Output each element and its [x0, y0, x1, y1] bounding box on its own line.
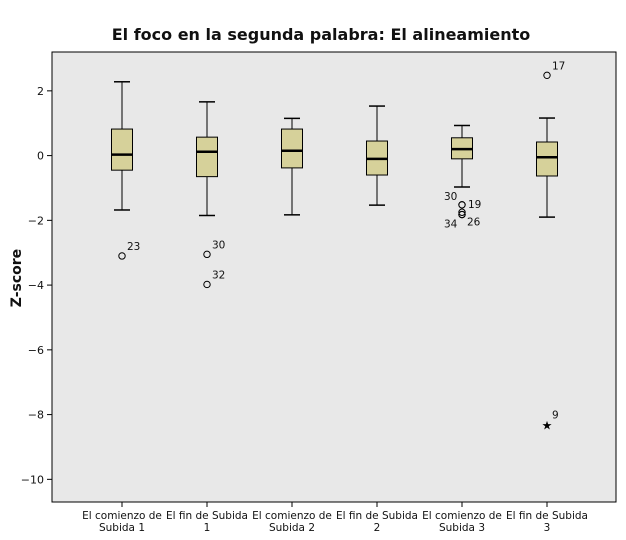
boxes-layer — [111, 81, 558, 218]
box-iqr — [196, 136, 218, 178]
box-group — [281, 117, 303, 216]
outlier-marker — [203, 280, 211, 289]
x-category-label-line: El comienzo de — [82, 510, 162, 522]
y-tick-label: −2 — [28, 214, 44, 227]
x-category-label: El fin de Subida 2 — [336, 510, 418, 534]
outlier-marker — [203, 250, 211, 259]
box-iqr — [281, 128, 303, 169]
x-category-label-line: El fin de Subida — [166, 510, 248, 522]
box-group — [111, 81, 133, 211]
outlier-marker — [458, 201, 466, 209]
outlier-label: 17 — [552, 60, 565, 72]
x-category-label-line: Subida 2 — [269, 522, 315, 534]
box-iqr — [536, 141, 558, 177]
box-group — [451, 124, 473, 188]
y-tick-label: 2 — [37, 85, 44, 98]
x-category-label-line: 1 — [204, 522, 211, 534]
x-category-label: El fin de Subida 1 — [166, 510, 248, 534]
outlier-label: 19 — [468, 199, 481, 211]
plot-area — [51, 51, 617, 503]
outliers-layer: 23 30 32 19 30 26 34 17 ★9 — [118, 60, 565, 432]
outlier-label: 26 — [467, 217, 481, 229]
outlier-marker — [543, 71, 551, 80]
y-axis-label: Z-score — [9, 249, 25, 307]
y-tick-label: 0 — [37, 150, 44, 163]
x-category-label: El comienzo de Subida 1 — [82, 510, 162, 534]
x-category-label-line: El fin de Subida — [336, 510, 418, 522]
outlier-label: 23 — [127, 241, 140, 253]
x-category-label-line: El comienzo de — [252, 510, 332, 522]
x-category-label-line: 3 — [544, 522, 551, 534]
x-category-label-line: Subida 1 — [99, 522, 145, 534]
box-group — [196, 101, 218, 217]
extreme-outlier-marker: ★ — [542, 418, 553, 432]
y-tick-label: −8 — [28, 409, 44, 422]
box-group — [536, 117, 558, 218]
outlier-marker — [458, 210, 466, 219]
x-category-label: El fin de Subida 3 — [506, 510, 588, 534]
outlier-label: 30 — [444, 191, 457, 203]
x-category-label-line: 2 — [374, 522, 381, 534]
y-tick-label: −4 — [28, 279, 44, 292]
outlier-label: 9 — [552, 409, 559, 421]
outlier-marker — [458, 208, 466, 216]
x-category-label: El comienzo de Subida 2 — [252, 510, 332, 534]
x-category-label-line: El fin de Subida — [506, 510, 588, 522]
box-group — [366, 105, 388, 206]
chart-title: El foco en la segunda palabra: El alinea… — [112, 25, 531, 44]
box-iqr — [111, 128, 133, 171]
outlier-label: 30 — [212, 239, 225, 251]
x-category-label: El comienzo de Subida 3 — [422, 510, 502, 534]
y-tick-label: −10 — [21, 473, 44, 486]
y-tick-label: −6 — [28, 344, 44, 357]
outlier-label: 34 — [444, 219, 458, 231]
x-category-label-line: El comienzo de — [422, 510, 502, 522]
outlier-marker — [118, 252, 126, 260]
x-category-label-line: Subida 3 — [439, 522, 485, 534]
outlier-label: 32 — [212, 269, 225, 281]
